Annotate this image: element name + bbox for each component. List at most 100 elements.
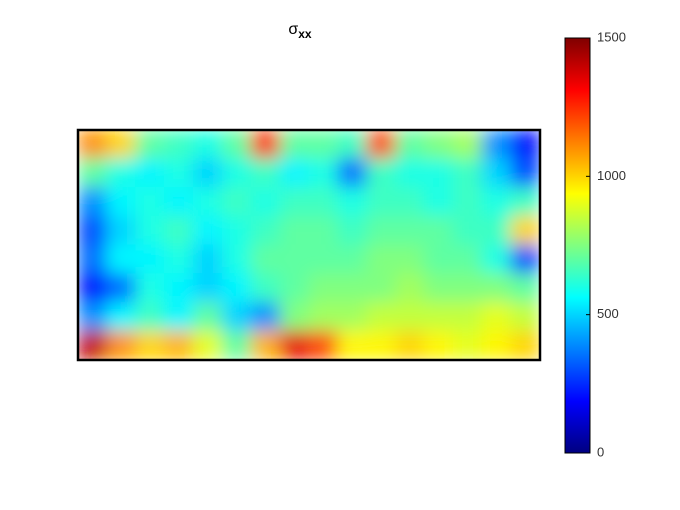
colorbar — [564, 37, 591, 454]
heatmap-cell — [250, 158, 281, 188]
heatmap-cell — [250, 330, 281, 360]
heatmap-cell — [395, 330, 425, 360]
heatmap-cell — [395, 302, 425, 332]
heatmap-cell — [78, 244, 108, 275]
heatmap-cell — [366, 273, 397, 303]
heatmap-cell — [424, 330, 454, 360]
heatmap-cell — [366, 158, 397, 188]
heatmap-cell — [395, 158, 425, 188]
heatmap-cell — [424, 187, 454, 217]
heatmap-cell — [308, 158, 339, 188]
heatmap-cell — [366, 244, 397, 275]
heatmap-cell — [424, 130, 454, 160]
heatmap-cell — [221, 158, 252, 188]
heatmap-cell — [395, 130, 425, 160]
chart-title: σxx — [288, 21, 312, 41]
heatmap-cell — [424, 273, 454, 303]
heatmap-cell — [481, 187, 512, 217]
heatmap-cell — [164, 215, 194, 246]
heatmap-cell — [78, 330, 108, 360]
heatmap-cell — [135, 215, 166, 246]
heatmap-cell — [193, 130, 223, 160]
heatmap-cell — [78, 302, 108, 332]
heatmap-cell — [135, 302, 166, 332]
heatmap-cell — [135, 158, 166, 188]
heatmap-cell — [366, 187, 397, 217]
heatmap-cell — [279, 273, 310, 303]
colorbar-tick-label: 1000 — [597, 168, 626, 183]
heatmap-cell — [164, 158, 194, 188]
heatmap-cell — [337, 130, 368, 160]
heatmap-cell — [337, 302, 368, 332]
heatmap-cell — [250, 130, 281, 160]
heatmap-cell — [279, 330, 310, 360]
heatmap-cell — [510, 187, 540, 217]
heatmap-cell — [279, 215, 310, 246]
heatmap-cell — [279, 158, 310, 188]
heatmap-cell — [452, 215, 483, 246]
heatmap-cell — [366, 330, 397, 360]
heatmap-cell — [193, 215, 223, 246]
heatmap-cell — [308, 187, 339, 217]
heatmap-cell — [337, 215, 368, 246]
heatmap-cell — [250, 187, 281, 217]
heatmap-cell — [424, 302, 454, 332]
heatmap-cell — [164, 187, 194, 217]
heatmap-cells — [78, 130, 540, 360]
heatmap-cell — [452, 273, 483, 303]
heatmap-cell — [135, 130, 166, 160]
heatmap-cell — [395, 273, 425, 303]
heatmap-cell — [250, 273, 281, 303]
heatmap-cell — [106, 187, 137, 217]
heatmap-cell — [452, 244, 483, 275]
heatmap-field — [78, 130, 540, 360]
heatmap-cell — [481, 330, 512, 360]
heatmap-cell — [193, 244, 223, 275]
heatmap-cell — [366, 130, 397, 160]
heatmap-cell — [510, 273, 540, 303]
heatmap-cell — [452, 187, 483, 217]
heatmap-cell — [337, 244, 368, 275]
heatmap-cell — [193, 273, 223, 303]
heatmap-cell — [135, 330, 166, 360]
heatmap-cell — [164, 273, 194, 303]
heatmap-cell — [193, 187, 223, 217]
heatmap-cell — [510, 330, 540, 360]
heatmap-cell — [106, 302, 137, 332]
heatmap-cell — [308, 330, 339, 360]
heatmap-cell — [366, 302, 397, 332]
heatmap-cell — [78, 273, 108, 303]
heatmap-cell — [279, 130, 310, 160]
heatmap-cell — [221, 187, 252, 217]
heatmap-cell — [193, 302, 223, 332]
colorbar-tick-label: 1500 — [597, 29, 626, 44]
heatmap-cell — [510, 215, 540, 246]
heatmap-cell — [510, 158, 540, 188]
heatmap-cell — [221, 130, 252, 160]
heatmap-cell — [135, 187, 166, 217]
heatmap-cell — [279, 244, 310, 275]
heatmap-cell — [452, 158, 483, 188]
heatmap-cell — [452, 330, 483, 360]
heatmap-cell — [481, 244, 512, 275]
heatmap-cell — [395, 244, 425, 275]
heatmap-cell — [164, 302, 194, 332]
heatmap-cell — [78, 187, 108, 217]
heatmap-cell — [424, 244, 454, 275]
heatmap-cell — [395, 215, 425, 246]
heatmap-cell — [481, 130, 512, 160]
heatmap-cell — [424, 158, 454, 188]
heatmap-cell — [106, 215, 137, 246]
heatmap-cell — [424, 215, 454, 246]
heatmap-cell — [250, 244, 281, 275]
colorbar-tick-label: 500 — [597, 306, 619, 321]
heatmap-cell — [135, 273, 166, 303]
heatmap-cell — [221, 215, 252, 246]
heatmap-cell — [135, 244, 166, 275]
heatmap-cell — [164, 244, 194, 275]
heatmap-cell — [308, 244, 339, 275]
heatmap-cell — [106, 158, 137, 188]
heatmap-cell — [106, 130, 137, 160]
heatmap-cell — [337, 158, 368, 188]
